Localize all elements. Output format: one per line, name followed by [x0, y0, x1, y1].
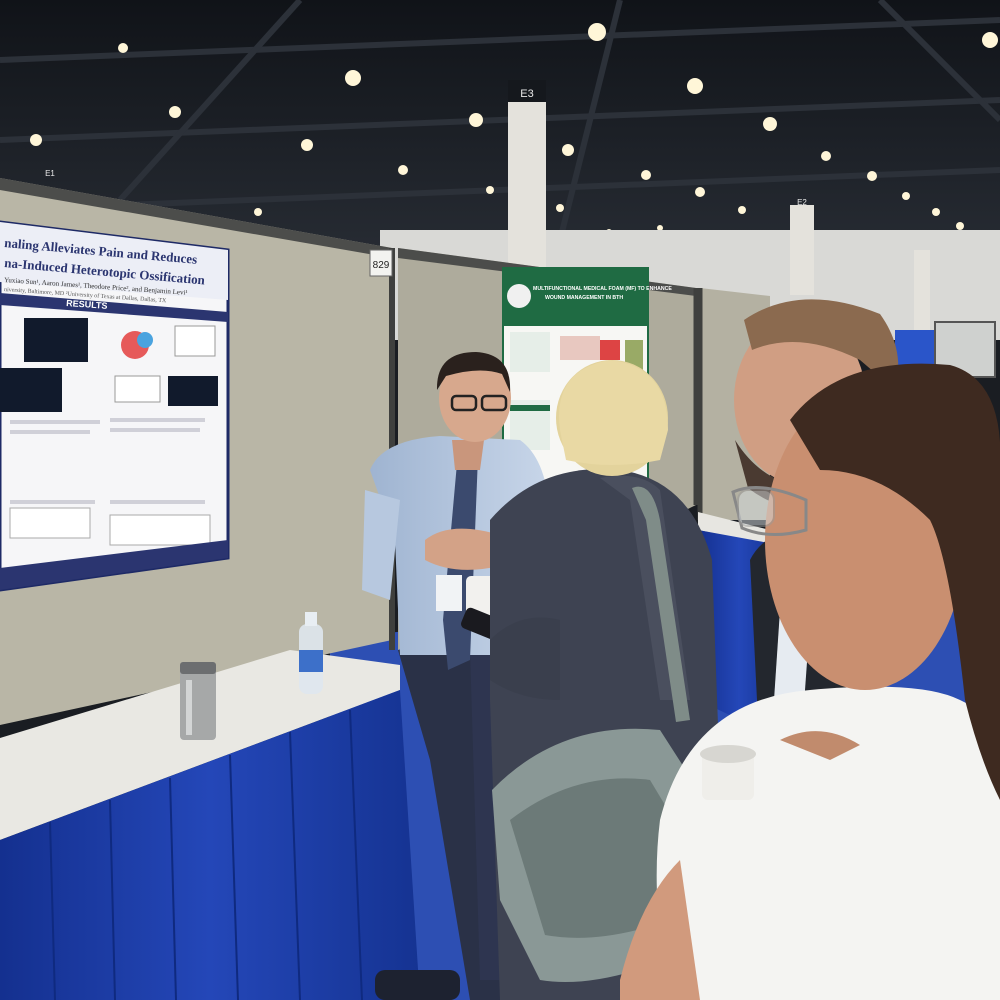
metal-tumbler: [180, 662, 216, 740]
pillar-label: E1: [45, 169, 55, 178]
poster-section-header: RESULTS: [66, 298, 108, 311]
far-booth: [895, 330, 940, 365]
poster-right-title-line1: MULTIFUNCTIONAL MEDICAL FOAM (MF) TO ENH…: [533, 286, 672, 292]
table-left-skirt: [0, 690, 420, 1000]
pillar-e2: [790, 205, 814, 295]
presenter: [362, 352, 550, 1000]
woman-gray-jacket: [490, 360, 720, 1000]
pillar-label: E2: [797, 198, 807, 207]
pillar-e1: [914, 250, 930, 330]
water-bottle: [299, 612, 323, 694]
ceiling-trusses: [0, 0, 1000, 241]
table-left-top: [0, 650, 400, 840]
booth-number-tag: [369, 249, 393, 277]
ceiling-lights: [30, 23, 998, 243]
poster-right-title-line2: WOUND MANAGEMENT IN BTH: [545, 295, 623, 301]
table-right-top: [698, 512, 770, 545]
pillar-e3: [508, 80, 546, 270]
poster-left: naling Alleviates Pain and Reduces na-In…: [0, 220, 230, 592]
pillar-label: E3: [520, 88, 533, 100]
skirt-pleats: [49, 709, 363, 1000]
foreground-cup: [700, 745, 756, 800]
booth-number: 829: [373, 260, 390, 271]
